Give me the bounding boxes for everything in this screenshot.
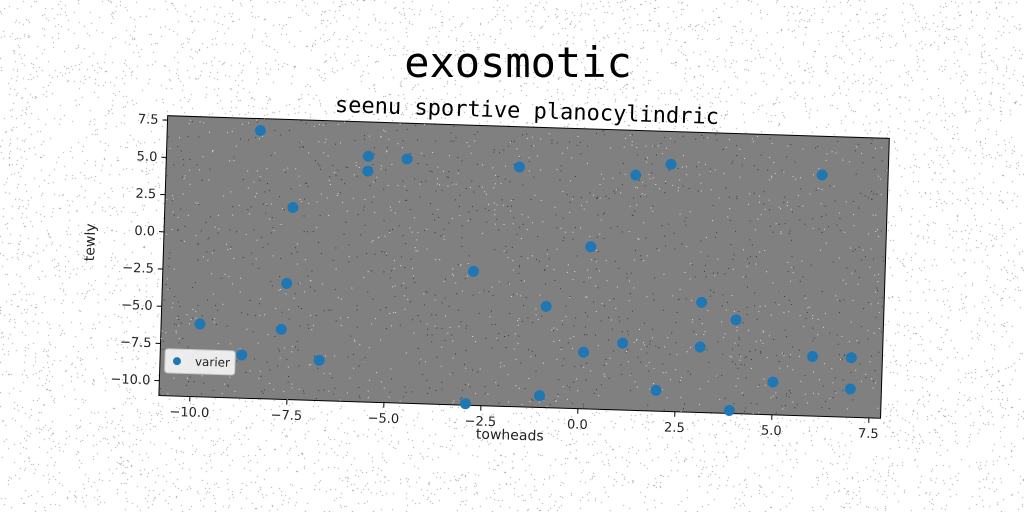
plot-background (158, 115, 890, 419)
legend-box (164, 348, 236, 376)
y-tick-label: −7.5 (120, 335, 152, 351)
data-point (665, 158, 677, 170)
data-point (194, 318, 206, 330)
data-point (513, 161, 525, 173)
data-point (281, 277, 293, 289)
y-tick-label: −10.0 (110, 372, 150, 388)
data-point (467, 265, 479, 277)
data-point (730, 314, 742, 326)
data-point (578, 346, 590, 358)
data-point (845, 352, 857, 364)
legend: varier (164, 348, 236, 376)
x-tick-label: 2.5 (664, 420, 685, 436)
data-point (630, 169, 642, 181)
data-point (694, 341, 706, 353)
data-point (696, 296, 708, 308)
data-point (236, 349, 248, 361)
data-point (650, 384, 662, 396)
x-axis: −10.0 −7.5 −5.0 −2.5 0.0 2.5 5.0 7.5 (169, 396, 879, 442)
data-point (540, 300, 552, 312)
y-tick-label: 5.0 (136, 149, 157, 165)
data-point (362, 165, 374, 177)
x-axis-label: towheads (476, 427, 544, 445)
x-tick-label: 7.5 (858, 427, 879, 443)
data-point (275, 323, 287, 335)
y-tick-label: 7.5 (138, 112, 159, 128)
x-tick-label: 0.0 (567, 417, 588, 433)
data-point (816, 169, 828, 181)
plot-area (158, 115, 890, 419)
y-axis-label: tewly (82, 223, 99, 261)
x-tick-label: −7.5 (270, 408, 302, 424)
x-tick-label: −2.5 (464, 414, 496, 430)
plot-noise (159, 118, 888, 419)
data-point (533, 390, 545, 402)
data-point (767, 376, 779, 388)
data-point (401, 153, 413, 165)
data-point (807, 351, 819, 363)
data-point (844, 383, 856, 395)
data-point (254, 125, 266, 137)
y-axis: 7.5 5.0 2.5 0.0 −2.5 −5.0 −7.5 −10.0 (110, 112, 168, 388)
legend-marker (172, 357, 181, 366)
data-point (287, 202, 299, 214)
data-point (585, 241, 597, 253)
chart-title: exosmotic (404, 38, 632, 87)
y-tick-label: −2.5 (122, 261, 154, 277)
y-tick-label: −5.0 (121, 298, 153, 314)
data-point (313, 354, 325, 366)
data-point (723, 405, 735, 417)
x-tick-label: 5.0 (761, 423, 782, 439)
data-points (194, 125, 857, 417)
x-tick-label: −10.0 (169, 405, 209, 421)
y-tick-label: 0.0 (134, 224, 155, 240)
x-tick-label: −5.0 (367, 411, 399, 427)
y-tick-label: 2.5 (135, 187, 156, 203)
data-point (362, 150, 374, 162)
data-point (617, 337, 629, 349)
legend-label: varier (195, 355, 231, 370)
data-point (459, 398, 471, 410)
